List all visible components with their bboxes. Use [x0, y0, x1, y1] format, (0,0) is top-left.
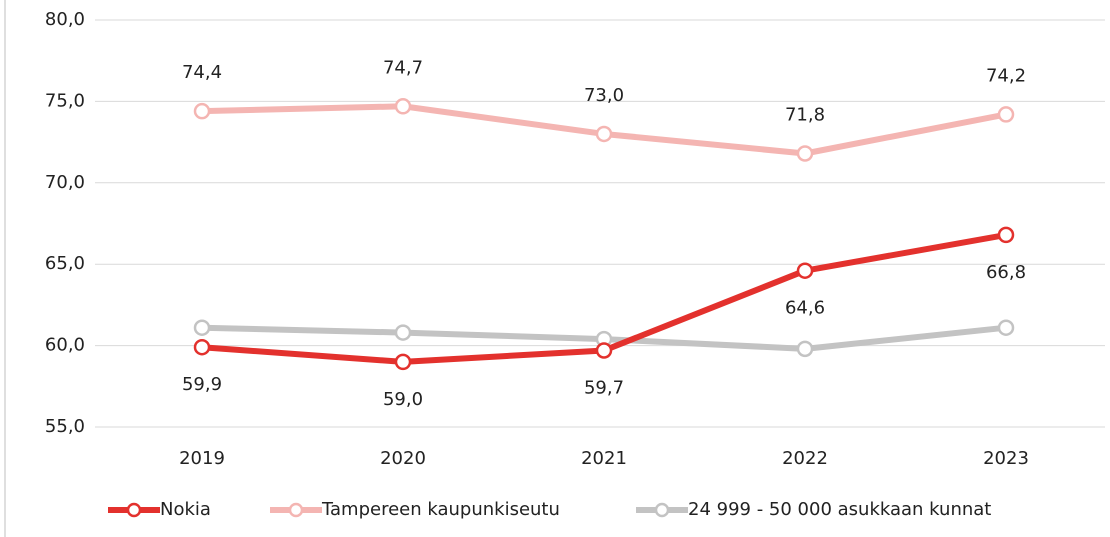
data-label: 71,8 — [785, 104, 825, 125]
legend-label: 24 999 - 50 000 asukkaan kunnat — [688, 499, 991, 520]
data-label: 74,2 — [986, 65, 1026, 86]
legend-marker — [654, 502, 670, 518]
x-tick-label: 2020 — [380, 448, 426, 469]
y-tick-label: 60,0 — [45, 335, 85, 356]
marker — [193, 338, 211, 356]
data-label: 66,8 — [986, 262, 1026, 283]
x-tick-label: 2022 — [782, 448, 828, 469]
data-label: 74,7 — [383, 57, 423, 78]
x-tick-label: 2019 — [179, 448, 225, 469]
marker — [394, 353, 412, 371]
marker — [193, 319, 211, 336]
marker — [394, 98, 412, 115]
y-tick-label: 75,0 — [45, 90, 85, 111]
data-label: 59,7 — [584, 377, 624, 398]
marker — [595, 342, 613, 359]
data-label: 74,4 — [182, 62, 222, 83]
x-tick-label: 2023 — [983, 448, 1029, 469]
marker — [796, 145, 814, 162]
y-tick-label: 65,0 — [45, 253, 85, 274]
marker — [997, 106, 1015, 123]
x-tick-label: 2021 — [581, 448, 627, 469]
legend-marker — [288, 502, 304, 518]
marker — [193, 102, 211, 120]
marker — [595, 125, 613, 143]
marker — [997, 319, 1015, 336]
y-tick-label: 80,0 — [45, 9, 85, 30]
legend-label: Nokia — [160, 499, 211, 520]
data-label: 59,9 — [182, 374, 222, 395]
marker — [796, 262, 814, 279]
y-tick-label: 55,0 — [45, 416, 85, 437]
legend-label: Tampereen kaupunkiseutu — [321, 499, 560, 520]
y-tick-label: 70,0 — [45, 172, 85, 193]
marker — [997, 226, 1015, 244]
marker — [796, 340, 814, 358]
data-label: 59,0 — [383, 389, 423, 410]
marker — [394, 324, 412, 341]
data-label: 73,0 — [584, 85, 624, 106]
legend-marker — [126, 502, 142, 518]
data-label: 64,6 — [785, 298, 825, 319]
